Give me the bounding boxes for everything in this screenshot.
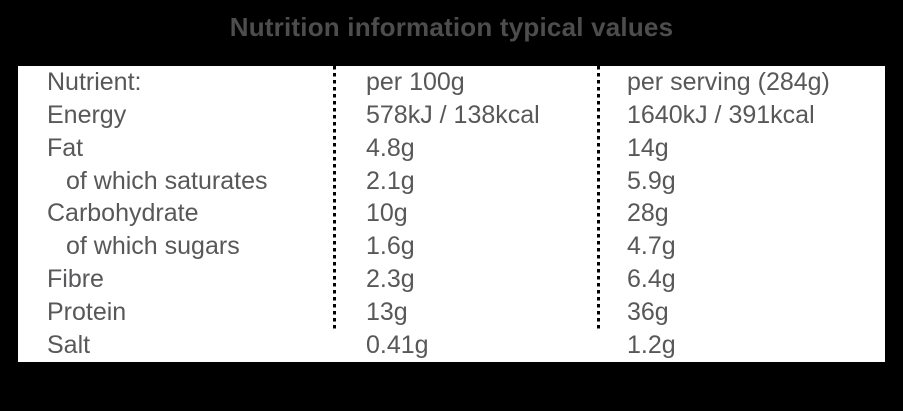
row-energy-per-100g: 578kJ / 138kcal — [366, 100, 540, 129]
row-energy-per-serving: 1640kJ / 391kcal — [627, 100, 815, 129]
nutrition-grid: Nutrient: per 100g per serving (284g) En… — [18, 66, 885, 362]
row-sugars-per-serving: 4.7g — [627, 232, 676, 261]
row-fat-per-serving: 14g — [627, 133, 669, 162]
row-energy-name: Energy — [47, 100, 127, 129]
row-salt-name: Salt — [47, 331, 91, 360]
row-sugars-per-100g: 1.6g — [366, 232, 415, 261]
column-header-per-serving: per serving (284g) — [627, 67, 830, 96]
row-saturates-per-100g: 2.1g — [366, 166, 415, 195]
row-salt-per-serving: 1.2g — [627, 331, 676, 360]
row-protein-per-100g: 13g — [366, 298, 408, 327]
row-sugars-name: of which sugars — [66, 232, 240, 261]
row-carbohydrate-per-serving: 28g — [627, 199, 669, 228]
nutrition-table: Nutrient: per 100g per serving (284g) En… — [18, 66, 885, 362]
page-title: Nutrition information typical values — [229, 12, 674, 42]
row-carbohydrate-name: Carbohydrate — [47, 199, 199, 228]
row-protein-per-serving: 36g — [627, 298, 669, 327]
row-salt-per-100g: 0.41g — [366, 331, 429, 360]
column-header-per-100g: per 100g — [366, 67, 465, 96]
row-fat-name: Fat — [47, 133, 84, 162]
row-saturates-name: of which saturates — [66, 166, 268, 195]
row-fibre-name: Fibre — [47, 265, 104, 294]
row-saturates-per-serving: 5.9g — [627, 166, 676, 195]
row-fat-per-100g: 4.8g — [366, 133, 415, 162]
column-header-nutrient: Nutrient: — [47, 67, 142, 96]
row-fibre-per-serving: 6.4g — [627, 265, 676, 294]
row-protein-name: Protein — [47, 298, 127, 327]
row-carbohydrate-per-100g: 10g — [366, 199, 408, 228]
row-fibre-per-100g: 2.3g — [366, 265, 415, 294]
